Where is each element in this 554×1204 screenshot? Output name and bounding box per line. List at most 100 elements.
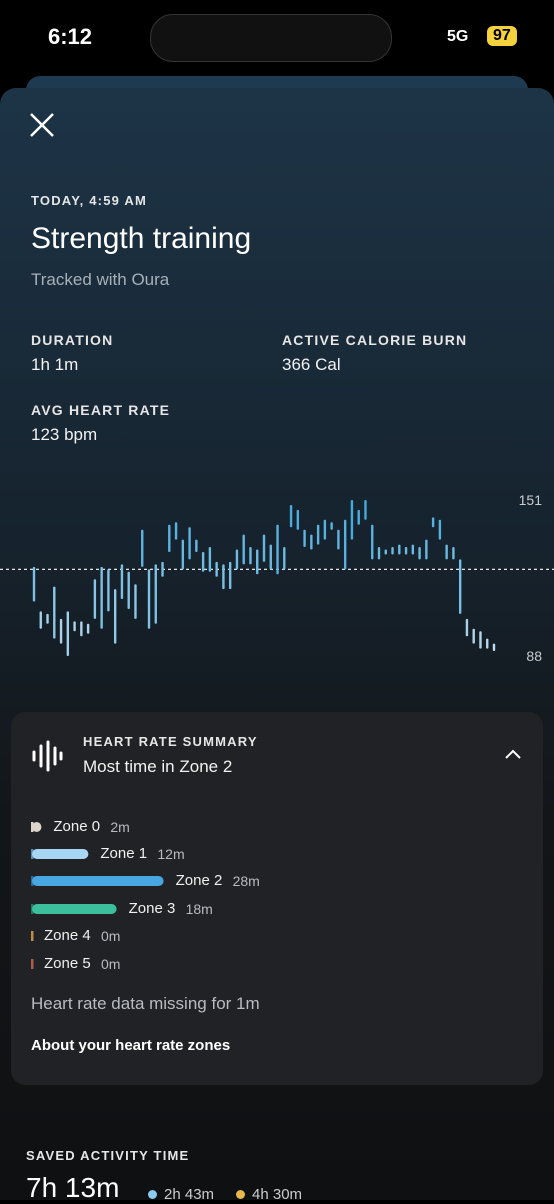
zone-time: 2m <box>110 819 130 835</box>
stat-value: 123 bpm <box>31 425 98 444</box>
hr-bar <box>188 527 191 560</box>
zone-bar <box>32 904 117 914</box>
hr-bar <box>330 522 333 530</box>
hr-bar <box>262 534 266 562</box>
summary-icon <box>32 740 63 772</box>
title: Strength training <box>31 222 252 255</box>
hr-bar <box>73 621 76 632</box>
zones-link[interactable]: About your heart rate zones <box>31 1037 231 1054</box>
hr-bar <box>201 552 205 572</box>
dynamic-island <box>150 14 392 62</box>
hr-bar <box>404 547 408 555</box>
hr-bar <box>492 643 496 652</box>
saved-part: 4h 30m <box>252 1186 303 1203</box>
zone-time: 12m <box>157 846 185 862</box>
hr-bar <box>431 517 435 528</box>
hr-bar <box>147 569 151 629</box>
hr-bar <box>66 611 70 656</box>
hr-bar <box>32 566 36 602</box>
hr-bar <box>479 631 482 649</box>
hr-bar <box>53 586 56 639</box>
network: 5G <box>447 28 469 45</box>
hr-bar <box>377 547 381 560</box>
zone-bar <box>32 822 42 832</box>
hr-bar <box>296 509 300 530</box>
hr-bar <box>371 524 374 560</box>
zone-bar-frame <box>31 849 89 859</box>
hr-bar <box>80 621 83 637</box>
hr-bar <box>134 584 137 619</box>
hr-bar <box>350 500 354 540</box>
zone-bar <box>32 849 89 859</box>
hr-bar <box>458 559 462 614</box>
hr-bar <box>208 547 212 572</box>
zone-name: Zone 0 <box>53 818 101 835</box>
legend-dot <box>148 1190 157 1199</box>
stat-label: ACTIVE CALORIE BURN <box>282 332 468 348</box>
zone-name: Zone 5 <box>44 955 91 972</box>
hr-bar <box>364 500 367 520</box>
hr-bar <box>86 623 90 634</box>
zone-marker <box>31 959 34 969</box>
saved-total: 7h 13m <box>26 1172 120 1203</box>
saved-label: SAVED ACTIVITY TIME <box>26 1148 190 1163</box>
hr-bar <box>452 547 455 560</box>
hr-bar <box>93 579 97 619</box>
heart-rate-chart: 88 151 <box>0 492 554 664</box>
hr-bar <box>127 571 130 609</box>
zone-time: 0m <box>101 956 121 972</box>
battery: 97 <box>487 26 517 46</box>
hr-bar <box>411 544 415 555</box>
hr-bar <box>418 547 421 560</box>
y-tick-label: 151 <box>519 492 543 508</box>
hr-bar <box>181 539 185 570</box>
zone-name: Zone 3 <box>128 900 176 917</box>
hr-bar <box>337 529 340 550</box>
hr-bar <box>174 522 178 540</box>
hr-bar <box>425 539 428 560</box>
hr-bar <box>39 611 42 629</box>
hr-bar <box>303 529 306 548</box>
summary-label: HEART RATE SUMMARY <box>83 734 258 749</box>
saved-part: 2h 43m <box>164 1186 215 1203</box>
hr-bar <box>141 529 144 567</box>
subtitle: Tracked with Oura <box>31 270 170 289</box>
hr-bar <box>215 561 218 577</box>
hr-bar <box>100 566 103 629</box>
zone-time: 0m <box>101 928 121 944</box>
stat-value: 1h 1m <box>31 355 79 374</box>
hr-bar <box>391 547 394 555</box>
hr-bar <box>154 564 157 624</box>
date: TODAY, 4:59 AM <box>31 193 148 208</box>
hr-bar <box>323 519 327 540</box>
hr-bar <box>256 549 259 575</box>
hr-bar <box>228 561 232 590</box>
zone-bar-frame <box>31 904 117 914</box>
stat-label: AVG HEART RATE <box>31 402 171 418</box>
hr-bar <box>343 519 347 570</box>
hr-bar <box>486 638 489 649</box>
hr-bar <box>316 524 320 545</box>
hr-bar <box>242 534 245 565</box>
hr-bar <box>289 504 293 528</box>
hr-bar <box>283 547 286 570</box>
zone-time: 28m <box>232 873 260 889</box>
missing-note: Heart rate data missing for 1m <box>31 994 260 1013</box>
hr-bar <box>113 589 117 644</box>
zone-name: Zone 1 <box>100 845 148 862</box>
summary-headline: Most time in Zone 2 <box>83 757 233 776</box>
collapse-button[interactable] <box>504 748 522 760</box>
zone-bar-frame <box>31 876 164 886</box>
zone-bar-frame <box>31 959 34 969</box>
summary-card <box>11 712 543 1085</box>
hr-bar <box>120 564 124 600</box>
zone-name: Zone 4 <box>44 927 91 944</box>
hr-bar <box>384 549 387 555</box>
hr-bar <box>438 519 442 540</box>
hr-bar <box>445 544 448 560</box>
y-tick-label: 88 <box>526 648 542 664</box>
zone-marker <box>31 931 34 941</box>
stat-label: DURATION <box>31 332 114 348</box>
close-button[interactable] <box>28 111 56 139</box>
